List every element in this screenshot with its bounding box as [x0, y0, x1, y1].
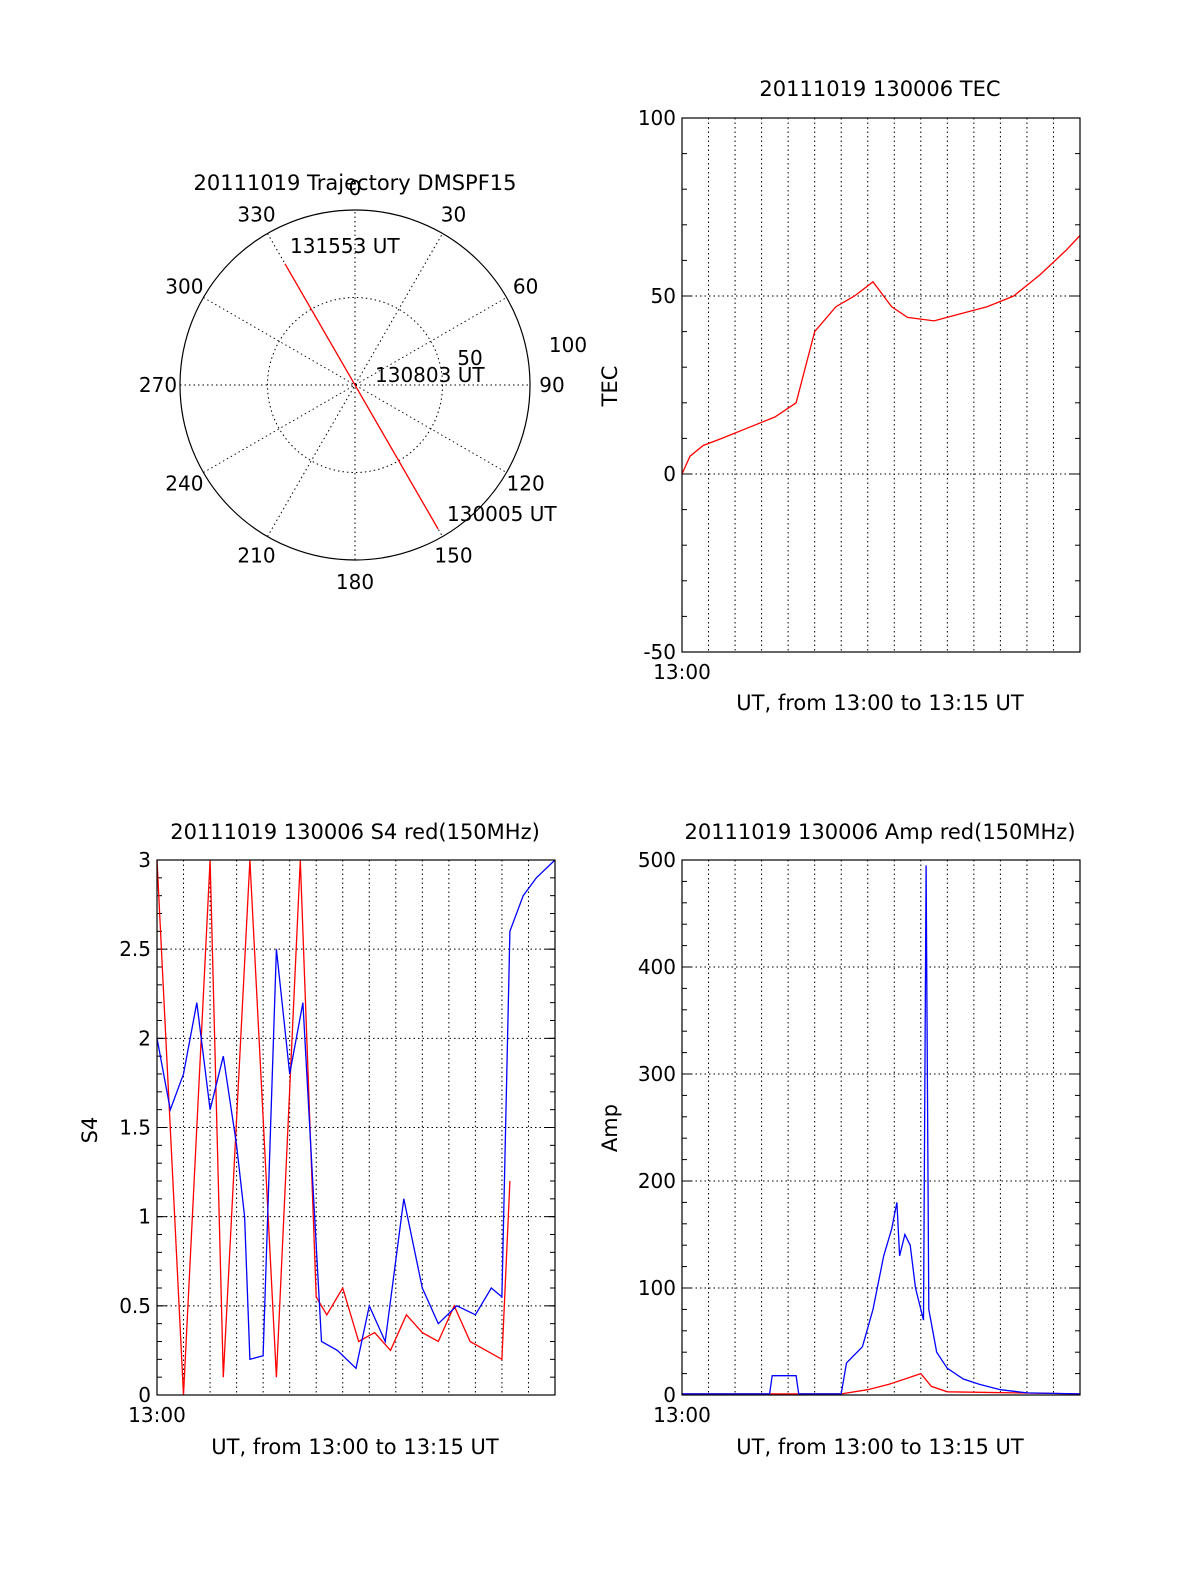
s4-plot: 20111019 130006 S4 red(150MHz) UT, from …	[78, 820, 556, 1459]
polar-angle-label: 300	[165, 275, 203, 299]
polar-angle-label: 330	[237, 202, 275, 226]
y-tick-label: 2	[138, 1026, 151, 1050]
series-line	[156, 859, 556, 1370]
y-tick-label: 200	[638, 1169, 676, 1193]
amp-ylabel: Amp	[598, 1104, 622, 1152]
y-tick-label: 500	[638, 848, 676, 872]
polar-angle-label: 210	[237, 544, 275, 568]
polar-angle-label: 90	[539, 373, 564, 397]
y-tick-label: 2.5	[119, 937, 151, 961]
amp-plot: 20111019 130006 Amp red(150MHz) UT, from…	[598, 820, 1081, 1459]
y-tick-label: 0	[663, 1383, 676, 1407]
x-tick-label: 13:00	[128, 1403, 186, 1427]
polar-angle-label: 30	[441, 202, 466, 226]
series-line	[682, 865, 1081, 1395]
x-tick-label: 13:00	[653, 660, 711, 684]
polar-angle-label: 180	[336, 570, 374, 594]
y-tick-label: -50	[643, 640, 676, 664]
y-tick-label: 400	[638, 955, 676, 979]
y-tick-label: 100	[638, 106, 676, 130]
trajectory-mid-label: 130803 UT	[375, 363, 485, 387]
series-line	[156, 859, 511, 1396]
amp-title: 20111019 130006 Amp red(150MHz)	[684, 820, 1075, 844]
s4-xlabel: UT, from 13:00 to 13:15 UT	[211, 1435, 499, 1459]
y-tick-label: 50	[651, 284, 676, 308]
amp-xlabel: UT, from 13:00 to 13:15 UT	[736, 1435, 1024, 1459]
y-tick-label: 3	[138, 848, 151, 872]
y-tick-label: 300	[638, 1062, 676, 1086]
s4-title: 20111019 130006 S4 red(150MHz)	[170, 820, 540, 844]
polar-angle-label: 0	[349, 176, 362, 200]
tec-xlabel: UT, from 13:00 to 13:15 UT	[736, 691, 1024, 715]
series-line	[681, 235, 1081, 475]
x-tick-label: 13:00	[653, 1403, 711, 1427]
polar-angle-label: 60	[513, 275, 538, 299]
polar-angle-label: 150	[434, 544, 472, 568]
y-tick-label: 0.5	[119, 1294, 151, 1318]
y-tick-label: 1.5	[119, 1116, 151, 1140]
tec-plot: 20111019 130006 TEC UT, from 13:00 to 13…	[598, 77, 1081, 715]
y-tick-label: 1	[138, 1205, 151, 1229]
plot-frame	[156, 859, 556, 1396]
trajectory-start-label: 130005 UT	[447, 502, 557, 526]
polar-angle-label: 270	[139, 373, 177, 397]
trajectory-line	[284, 263, 439, 530]
y-tick-label: 0	[138, 1383, 151, 1407]
polar-radial-label-50: 50	[457, 346, 482, 370]
trajectory-end-label: 131553 UT	[290, 234, 400, 258]
trajectory-polar-plot: 20111019 Trajectory DMSPF15 0 30 60 90 120 15…	[139, 171, 587, 594]
tec-title: 20111019 130006 TEC	[759, 77, 1000, 101]
y-tick-label: 0	[663, 462, 676, 486]
s4-ylabel: S4	[78, 1117, 102, 1144]
y-tick-label: 100	[638, 1276, 676, 1300]
plot-frame	[681, 859, 1081, 1396]
polar-angle-label: 120	[507, 472, 545, 496]
series-line	[682, 1372, 1081, 1395]
polar-radial-label-100: 100	[549, 333, 587, 357]
tec-ylabel: TEC	[598, 366, 622, 408]
plot-frame	[681, 117, 1081, 653]
polar-title: 20111019 Trajectory DMSPF15	[193, 171, 516, 195]
polar-angle-label: 240	[165, 472, 203, 496]
